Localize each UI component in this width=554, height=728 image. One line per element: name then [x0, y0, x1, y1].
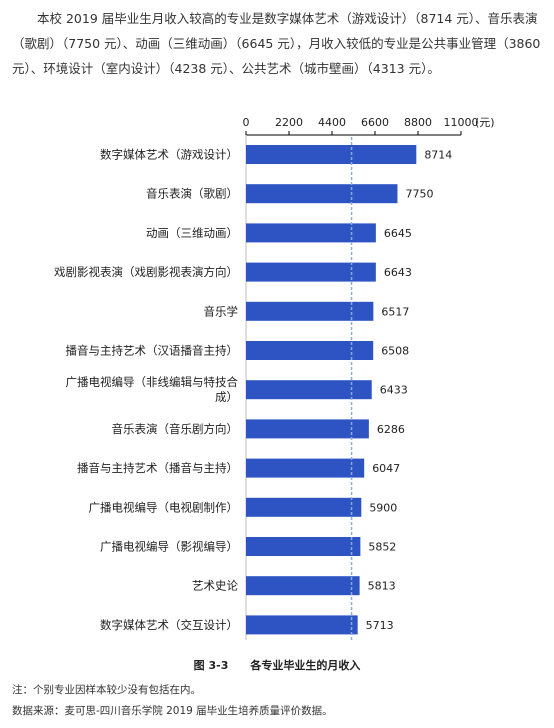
- bar-value-label: 6517: [381, 305, 409, 318]
- category-label: 广播电视编导（非线编辑与特技合: [66, 375, 239, 389]
- figure-title: 各专业毕业生的月收入: [250, 659, 361, 672]
- category-label: 戏剧影视表演（戏剧影视表演方向）: [54, 265, 238, 279]
- category-label: 成）: [215, 390, 238, 404]
- category-label: 广播电视编导（影视编导）: [100, 540, 238, 554]
- bar: [246, 301, 374, 321]
- bar-value-label: 5813: [368, 580, 396, 593]
- bar-value-label: 6047: [372, 462, 400, 475]
- x-tick-label: 4400: [318, 116, 346, 129]
- bar-value-label: 6433: [380, 384, 408, 397]
- bar-value-label: 5713: [366, 619, 394, 632]
- x-tick-label: 2200: [275, 116, 303, 129]
- bar-value-label: 6286: [377, 423, 405, 436]
- bar-value-label: 5900: [369, 501, 397, 514]
- x-unit-label: (元): [475, 116, 495, 129]
- category-label: 播音与主持艺术（播音与主持）: [77, 461, 238, 475]
- category-label: 动画（三维动画）: [146, 226, 238, 240]
- category-labels: 数字媒体艺术（游戏设计） 音乐表演（歌剧） 动画（三维动画） 戏剧影视表演（戏剧影视表…: [54, 148, 238, 632]
- bar: [246, 223, 376, 243]
- bar: [246, 576, 360, 596]
- bar: [246, 537, 361, 556]
- bar: [246, 262, 376, 282]
- bar: [246, 615, 358, 635]
- category-label: 音乐表演（歌剧）: [146, 187, 238, 201]
- note-data-source: 数据来源：麦可思-四川音乐学院 2019 届毕业生培养质量评价数据。: [12, 705, 333, 717]
- category-label: 音乐学: [204, 304, 239, 318]
- bar-value-label: 6645: [384, 227, 412, 240]
- bar: [246, 184, 398, 204]
- x-tick-label: 6600: [361, 116, 389, 129]
- bar-value-label: 6508: [381, 345, 409, 358]
- category-label: 数字媒体艺术（交互设计）: [100, 618, 238, 632]
- category-label: 艺术史论: [192, 579, 238, 593]
- x-tick-label: 8800: [404, 116, 432, 129]
- bar: [246, 341, 374, 360]
- bar-value-label: 6643: [384, 266, 412, 279]
- bar-value-label: 7750: [405, 188, 433, 201]
- income-bar-chart: 0 2200 4400 6600 8800 11000(元) 8714 7750 6645 66…: [54, 116, 495, 640]
- top-value-axis: 0 2200 4400 6600 8800 11000(元): [243, 116, 495, 640]
- bar: [246, 380, 372, 400]
- category-label: 数字媒体艺术（游戏设计）: [100, 148, 238, 162]
- category-label: 音乐表演（音乐剧方向）: [112, 422, 239, 436]
- bar: [246, 497, 362, 517]
- category-label: 播音与主持艺术（汉语播音主持）: [66, 344, 239, 358]
- note-sample-size: 注：个别专业因样本较少没有包括在内。: [12, 684, 201, 696]
- bars: 8714 7750 6645 6643 6517 6508 6433 6286 6047 5900…: [246, 145, 452, 635]
- category-label: 广播电视编导（电视剧制作）: [89, 500, 239, 514]
- figure-caption: 图 3-3 各专业毕业生的月收入: [0, 657, 554, 673]
- figure-number: 图 3-3: [193, 659, 229, 672]
- bar-value-label: 8714: [424, 149, 452, 162]
- bar: [246, 145, 417, 164]
- bar-value-label: 5852: [368, 541, 396, 554]
- x-tick-label: 11000: [444, 116, 479, 129]
- intro-paragraph: 本校 2019 届毕业生月收入较高的专业是数字媒体艺术（游戏设计）（8714 元…: [12, 11, 541, 76]
- x-tick-label: 0: [243, 116, 250, 129]
- bar: [246, 458, 365, 478]
- bar: [246, 419, 369, 439]
